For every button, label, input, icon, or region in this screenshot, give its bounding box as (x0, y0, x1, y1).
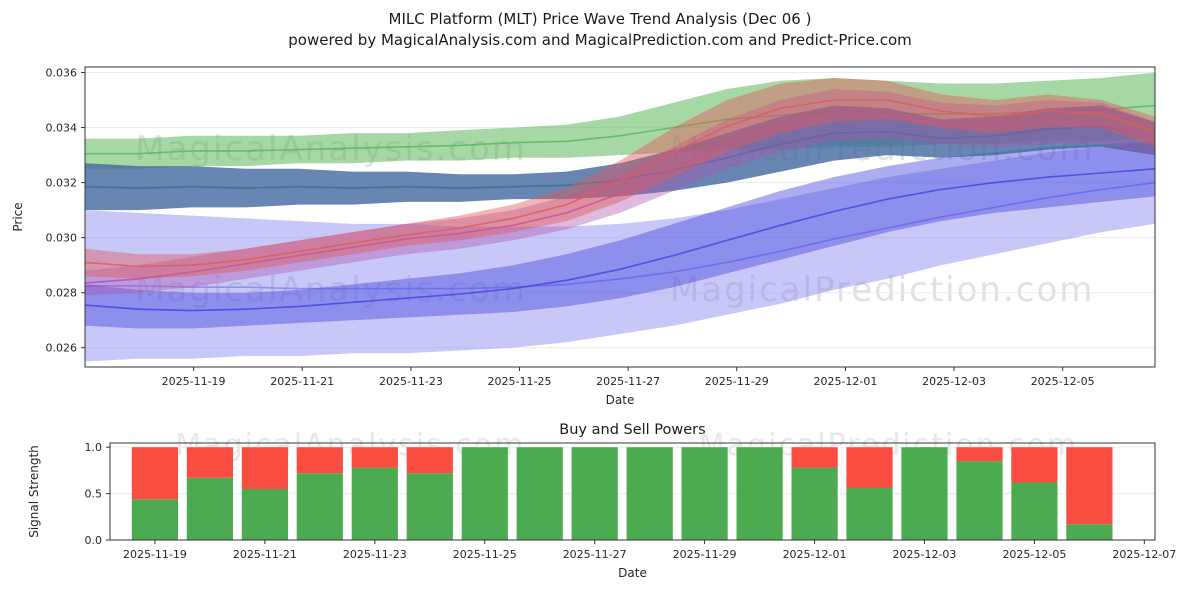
buy-bar (406, 473, 453, 540)
buy-bar (131, 499, 178, 540)
buy-bar (846, 488, 893, 540)
x-tick-label: 2025-12-03 (922, 375, 986, 388)
plot-border (84, 66, 1156, 368)
trend-band-blue-wave (85, 141, 1155, 329)
x-axis-label: Date (606, 393, 635, 407)
x-tick-label: 2025-11-29 (705, 375, 769, 388)
x-tick-label: 2025-12-05 (1002, 548, 1066, 561)
sell-bar (791, 447, 838, 468)
buy-bar (626, 447, 673, 540)
sell-bar (956, 447, 1003, 462)
y-tick-label: 0.034 (46, 122, 78, 135)
x-tick-label: 2025-11-23 (379, 375, 443, 388)
x-tick-label: 2025-11-23 (343, 548, 407, 561)
buy-bar (296, 473, 343, 540)
buy-bar (571, 447, 618, 540)
y-tick-label: 0.026 (46, 342, 78, 355)
sell-bar (186, 447, 233, 478)
trend-line-magenta-wave (84, 114, 1156, 284)
trend-line-blue-wave (84, 168, 1156, 312)
plot-border (109, 442, 1156, 541)
x-axis-label: Date (618, 566, 647, 580)
y-axis-label: Price (11, 202, 25, 231)
x-tick-label: 2025-12-03 (893, 548, 957, 561)
x-tick-label: 2025-12-01 (783, 548, 847, 561)
sell-bar (296, 447, 343, 474)
y-tick-label: 0.0 (85, 534, 103, 547)
x-tick-label: 2025-11-27 (563, 548, 627, 561)
power-chart-title: Buy and Sell Powers (559, 422, 705, 438)
buy-bar (736, 447, 783, 540)
figure-subtitle: powered by MagicalAnalysis.com and Magic… (288, 31, 912, 49)
watermark-text: MagicalPrediction.com (670, 270, 1095, 310)
x-tick-label: 2025-11-27 (596, 375, 660, 388)
x-tick-label: 2025-11-29 (673, 548, 737, 561)
y-tick-label: 0.036 (46, 67, 78, 80)
x-tick-label: 2025-11-21 (270, 375, 334, 388)
sell-bar (846, 447, 893, 488)
x-tick-label: 2025-12-05 (1031, 375, 1095, 388)
x-tick-label: 2025-11-25 (453, 548, 517, 561)
x-tick-label: 2025-11-21 (233, 548, 297, 561)
figure-title: MILC Platform (MLT) Price Wave Trend Ana… (388, 10, 812, 28)
buy-bar (186, 477, 233, 540)
trend-band-wide-support-channel (85, 141, 1155, 362)
price-trend-chart: MagicalAnalysis.com MagicalPrediction.com… (11, 66, 1156, 407)
buy-bar (241, 488, 288, 540)
trend-line-red-wave (84, 99, 1156, 268)
trend-line-wide-support-channel (85, 181, 1156, 290)
sell-bar (351, 447, 398, 468)
buy-bar (681, 447, 728, 540)
buy-bar (1066, 524, 1113, 540)
sell-bar (1066, 447, 1113, 525)
y-tick-label: 0.028 (46, 287, 78, 300)
buy-bar (956, 461, 1003, 540)
x-tick-label: 2025-11-25 (488, 375, 552, 388)
y-tick-label: 1.0 (85, 441, 103, 454)
trend-line-upper-green-forecast (85, 104, 1156, 155)
trend-band-red-wave (85, 78, 1155, 279)
sell-bar (1011, 447, 1058, 483)
buy-bar (1011, 482, 1058, 540)
buy-bar (461, 447, 508, 540)
y-tick-label: 0.030 (46, 232, 78, 245)
x-tick-label: 2025-11-19 (123, 548, 187, 561)
sell-bar (241, 447, 288, 489)
x-tick-label: 2025-12-07 (1112, 548, 1176, 561)
x-tick-label: 2025-12-01 (813, 375, 877, 388)
y-tick-label: 0.032 (46, 177, 78, 190)
y-axis-label: Signal Strength (27, 445, 41, 538)
buy-bar (516, 447, 563, 540)
sell-bar (131, 447, 178, 500)
buy-bar (901, 447, 948, 540)
y-tick-label: 0.5 (85, 488, 103, 501)
sell-bar (406, 447, 453, 474)
x-tick-label: 2025-11-19 (162, 375, 226, 388)
buy-bar (351, 467, 398, 540)
trend-line-steel-blue-trend (84, 125, 1156, 189)
buy-bar (791, 467, 838, 540)
